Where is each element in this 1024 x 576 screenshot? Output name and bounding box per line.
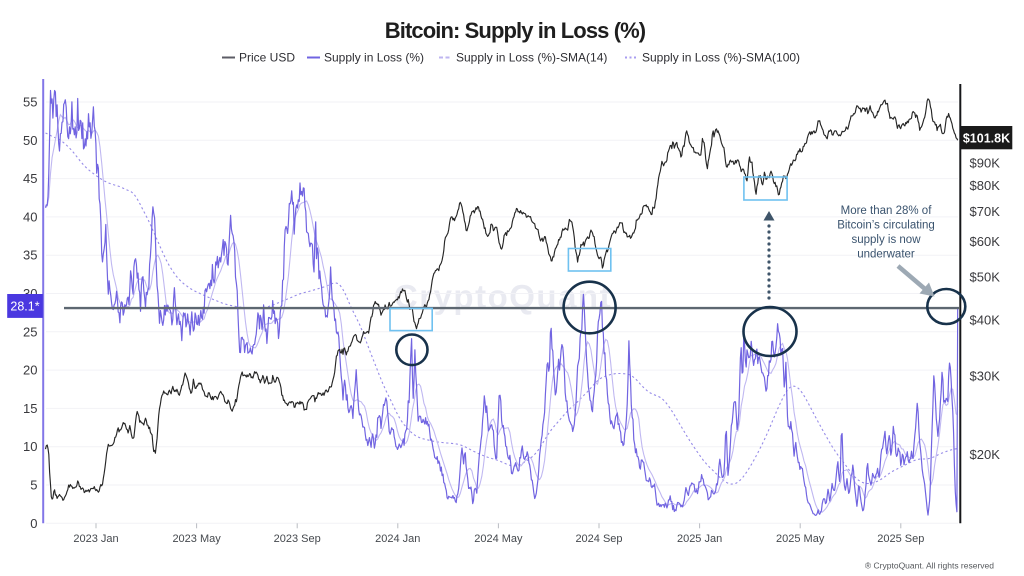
- svg-text:2023 May: 2023 May: [172, 533, 221, 545]
- svg-text:28.1*: 28.1*: [10, 300, 39, 314]
- svg-text:25: 25: [23, 324, 37, 339]
- svg-text:$70K: $70K: [970, 204, 1001, 219]
- svg-text:2024 Jan: 2024 Jan: [375, 533, 420, 545]
- svg-text:2024 Sep: 2024 Sep: [575, 533, 622, 545]
- svg-text:$40K: $40K: [970, 313, 1001, 328]
- svg-text:$80K: $80K: [970, 178, 1001, 193]
- svg-text:2023 Sep: 2023 Sep: [274, 533, 321, 545]
- svg-text:2025 May: 2025 May: [776, 533, 825, 545]
- svg-text:Bitcoin: Supply in Loss (%): Bitcoin: Supply in Loss (%): [385, 18, 646, 43]
- svg-text:55: 55: [23, 95, 37, 110]
- svg-text:50: 50: [23, 133, 37, 148]
- svg-text:Supply in Loss (%): Supply in Loss (%): [324, 51, 424, 65]
- svg-text:$90K: $90K: [970, 155, 1001, 170]
- svg-text:$20K: $20K: [970, 447, 1001, 462]
- svg-text:35: 35: [23, 248, 37, 263]
- svg-text:40: 40: [23, 209, 37, 224]
- svg-text:45: 45: [23, 171, 37, 186]
- svg-text:5: 5: [30, 478, 37, 493]
- svg-text:Supply in Loss (%)-SMA(14): Supply in Loss (%)-SMA(14): [456, 51, 607, 65]
- svg-text:$60K: $60K: [970, 234, 1001, 249]
- svg-text:2025 Sep: 2025 Sep: [877, 533, 924, 545]
- svg-text:$30K: $30K: [970, 369, 1001, 384]
- svg-text:2023 Jan: 2023 Jan: [73, 533, 118, 545]
- svg-text:® CryptoQuant. All rights rese: ® CryptoQuant. All rights reserved: [865, 561, 994, 571]
- svg-text:More than 28% of: More than 28% of: [841, 205, 933, 217]
- svg-text:Price USD: Price USD: [239, 51, 295, 65]
- svg-text:$101.8K: $101.8K: [963, 132, 1010, 146]
- svg-text:underwater: underwater: [857, 249, 915, 261]
- svg-text:supply is now: supply is now: [851, 234, 921, 246]
- svg-text:2025 Jan: 2025 Jan: [677, 533, 722, 545]
- svg-text:2024 May: 2024 May: [474, 533, 523, 545]
- svg-text:15: 15: [23, 401, 37, 416]
- svg-text:$50K: $50K: [970, 269, 1001, 284]
- svg-text:0: 0: [30, 516, 37, 531]
- svg-text:20: 20: [23, 363, 37, 378]
- svg-text:Bitcoin’s circulating: Bitcoin’s circulating: [837, 220, 935, 232]
- svg-text:10: 10: [23, 439, 37, 454]
- svg-text:Supply in Loss (%)-SMA(100): Supply in Loss (%)-SMA(100): [642, 51, 800, 65]
